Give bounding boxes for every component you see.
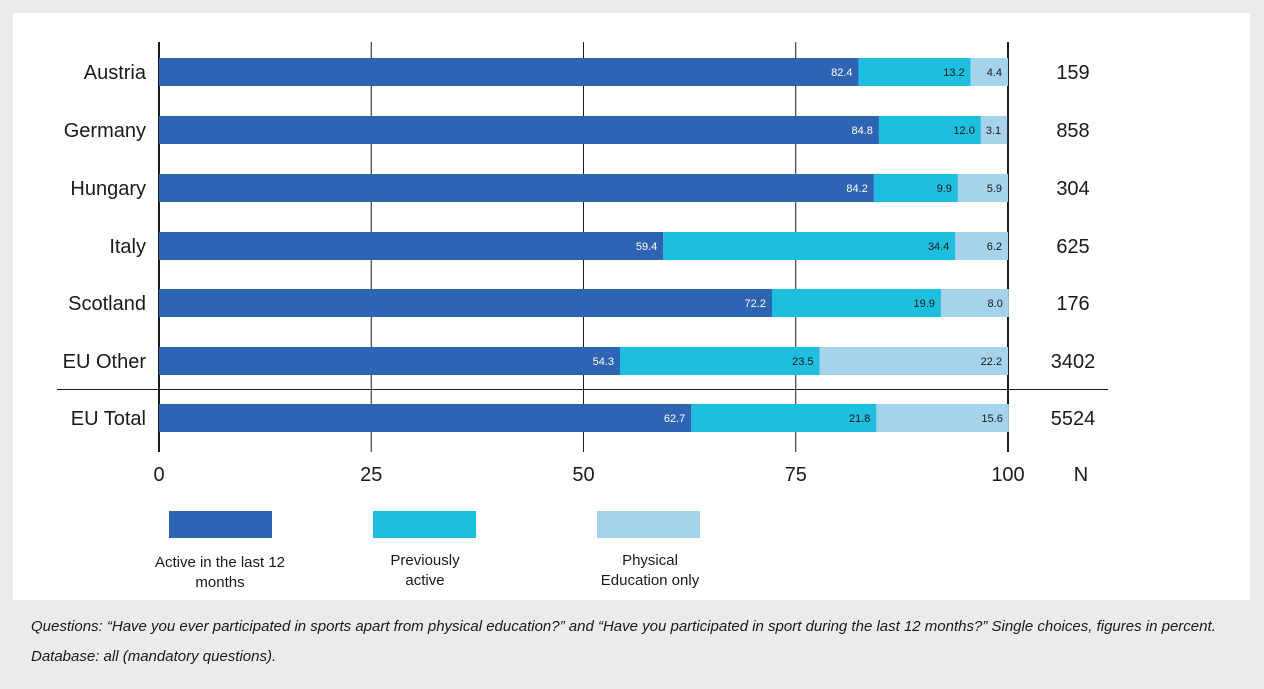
- n-value: 176: [1056, 293, 1089, 315]
- bar-segment: [970, 58, 1008, 86]
- data-label: 22.2: [981, 356, 1002, 368]
- bar-segment: [771, 289, 941, 317]
- data-label: 23.5: [792, 356, 813, 368]
- bar-segment: [876, 404, 1009, 432]
- category-label: Germany: [64, 120, 146, 142]
- data-label: 8.0: [988, 298, 1003, 310]
- n-value: 159: [1056, 62, 1089, 84]
- bar-segment: [159, 289, 772, 317]
- figure-caption: Questions: “Have you ever participated i…: [31, 618, 1216, 665]
- data-label: 12.0: [953, 125, 974, 137]
- data-label: 4.4: [987, 67, 1002, 79]
- category-label: Hungary: [70, 178, 146, 200]
- legend-label-active: Active in the last 12 months: [135, 553, 305, 593]
- data-label: 3.1: [986, 125, 1001, 137]
- legend-label-line: Active in the last 12: [154, 554, 286, 571]
- n-header: N: [1074, 464, 1088, 486]
- bar-segment: [159, 347, 621, 375]
- x-tick-label: 0: [153, 464, 164, 486]
- bar-segment: [691, 404, 877, 432]
- data-label: 59.4: [636, 241, 657, 253]
- legend-label-previously-active: Previously active: [355, 551, 495, 591]
- data-label: 82.4: [831, 67, 852, 79]
- bar-segment: [159, 404, 692, 432]
- legend-swatch-physical-education: [597, 511, 700, 538]
- data-label: 13.2: [943, 67, 964, 79]
- n-value: 625: [1056, 236, 1089, 258]
- category-label: EU Total: [71, 408, 146, 430]
- data-label: 84.2: [846, 183, 867, 195]
- n-value: 3402: [1051, 351, 1096, 373]
- x-tick-label: 25: [360, 464, 382, 486]
- bar-segment: [858, 58, 971, 86]
- legend-label-line: Physical: [622, 552, 678, 569]
- data-label: 5.9: [987, 183, 1002, 195]
- legend-label-line: Previously: [390, 552, 460, 569]
- bar-segment: [620, 347, 820, 375]
- stacked-bar-chart: 82.4 13.2 4.4 Austria 159 84.8 12.0 3.1 Germany 8…: [57, 42, 1108, 486]
- n-value: 5524: [1051, 408, 1096, 430]
- bar-segment: [159, 58, 859, 86]
- data-label: 84.8: [852, 125, 873, 137]
- data-label: 62.7: [664, 413, 685, 425]
- data-label: 72.2: [745, 298, 766, 310]
- data-label: 21.8: [849, 413, 870, 425]
- bar-segment: [873, 174, 958, 202]
- n-value: 858: [1056, 120, 1089, 142]
- legend-label-line: Education only: [600, 572, 700, 589]
- data-label: 54.3: [593, 356, 614, 368]
- category-label: Italy: [109, 236, 146, 258]
- bar-segment: [957, 174, 1008, 202]
- bar-segment: [940, 289, 1009, 317]
- legend-swatch-previously-active: [373, 511, 476, 538]
- legend-label-line: months: [195, 574, 245, 591]
- data-label: 6.2: [987, 241, 1002, 253]
- data-label: 9.9: [937, 183, 952, 195]
- legend-label-physical-education: Physical Education only: [575, 551, 725, 591]
- category-label: EU Other: [63, 351, 147, 373]
- legend-label-line: active: [405, 572, 445, 589]
- category-label: Scotland: [68, 293, 146, 315]
- x-tick-label: 75: [785, 464, 807, 486]
- bar-segment: [663, 232, 956, 260]
- category-label: Austria: [84, 62, 147, 84]
- x-tick-label: 50: [572, 464, 594, 486]
- bar-segment: [159, 174, 874, 202]
- bar-segment: [878, 116, 981, 144]
- data-label: 34.4: [928, 241, 949, 253]
- data-label: 19.9: [914, 298, 935, 310]
- n-value: 304: [1056, 178, 1089, 200]
- bar-segment: [819, 347, 1008, 375]
- bar-segment: [159, 232, 664, 260]
- x-tick-label: 100: [991, 464, 1024, 486]
- bar-segment: [955, 232, 1008, 260]
- legend-swatch-active: [169, 511, 272, 538]
- bar-segment: [159, 116, 879, 144]
- data-label: 15.6: [981, 413, 1002, 425]
- bar-segment: [980, 116, 1008, 144]
